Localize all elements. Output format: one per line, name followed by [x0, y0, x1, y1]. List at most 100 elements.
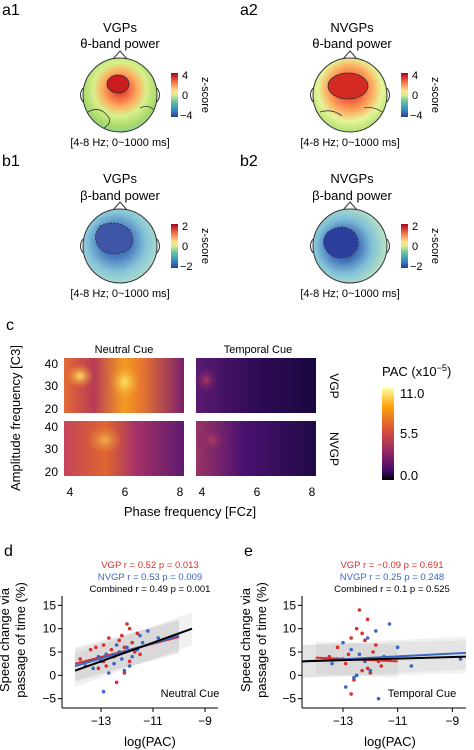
data-point	[395, 645, 400, 650]
colorbar-b1: 2 0 −2 z-score	[171, 221, 211, 273]
colorbar-tick: 4	[412, 70, 418, 82]
panel-letter: a1	[2, 2, 20, 19]
column-title: Neutral Cue	[95, 344, 154, 356]
data-point	[94, 645, 98, 650]
data-point	[138, 633, 142, 638]
heatmap-nvgp-temporal	[196, 421, 316, 476]
panel-d: d Speed change via passage of time (%) V…	[0, 543, 219, 749]
stat-vgp: VGP r = −0.09 p = 0.691	[340, 560, 443, 571]
x-tick-label: −11	[143, 714, 163, 728]
colorbar-label: z-score	[429, 228, 441, 264]
y-axis-label: passage of time (%)	[254, 582, 269, 698]
x-tick: 6	[122, 485, 129, 499]
topomap-head	[80, 201, 160, 284]
data-point	[101, 689, 106, 694]
data-point	[335, 645, 340, 650]
y-axis-label: Speed change via	[0, 587, 12, 692]
colorbar-tick: 0	[182, 241, 188, 253]
x-tick-label: −9	[445, 714, 459, 728]
data-point	[374, 643, 378, 647]
data-point	[349, 647, 354, 652]
data-point	[130, 654, 134, 659]
pac-colorbar: PAC (x10−5) 11.0 5.5 0.0	[382, 363, 451, 483]
heatmap-vgp-temporal	[194, 358, 316, 413]
data-point	[379, 664, 384, 668]
panel-b2: b2 NVGPs β-band power [4-8 Hz; 0~1000 ms…	[240, 153, 400, 300]
colorbar-label: z-score	[199, 77, 211, 113]
x-tick-label: −9	[198, 714, 212, 728]
panel-subtitle: β-band power	[312, 188, 392, 203]
inset-label: Temporal Cue	[388, 688, 456, 700]
topomap-head	[310, 201, 390, 284]
panel-letter: b1	[2, 153, 20, 170]
data-point	[127, 626, 132, 631]
data-point	[371, 650, 375, 654]
stat-combined: Combined r = 0.1 p = 0.525	[334, 584, 450, 595]
data-point	[360, 631, 364, 636]
x-tick-label: −13	[333, 714, 354, 728]
data-point	[346, 652, 351, 657]
colorbar-tick: 2	[412, 221, 418, 233]
stat-combined: Combined r = 0.49 p = 0.001	[90, 584, 211, 595]
panel-title: VGPs	[103, 171, 137, 186]
panel-letter: d	[4, 543, 13, 560]
data-point	[458, 657, 463, 661]
y-tick-label: 10	[43, 622, 57, 636]
colorbar-tick: 0	[182, 90, 188, 102]
y-tick-label: 15	[283, 598, 297, 612]
colorbar-tick: 0	[412, 241, 418, 253]
row-title: VGP	[327, 373, 341, 398]
panel-letter: a2	[240, 2, 258, 19]
scatter-plot-d: 15 10 5 0 −5 −13 −11 −9	[42, 596, 218, 728]
x-tick: 4	[67, 485, 74, 499]
colorbar-tick: 0	[412, 90, 418, 102]
data-point	[130, 640, 134, 645]
y-axis-label: passage of time (%)	[13, 582, 28, 698]
data-point	[91, 666, 95, 671]
data-point	[120, 633, 124, 638]
colorbar-tick: 11.0	[400, 386, 424, 401]
panel-subtitle: θ-band power	[80, 36, 160, 51]
colorbar-tick: 4	[182, 70, 188, 82]
colorbar-label: z-score	[429, 77, 441, 113]
heatmap-vgp-neutral	[64, 358, 184, 413]
heatmap-nvgp-neutral	[64, 421, 184, 476]
data-point	[133, 650, 137, 654]
y-tick-label: 0	[49, 668, 56, 682]
scatter-plot-e: 15 10 5 0 −5 −13 −11 −9	[282, 596, 467, 728]
stat-nvgp: NVGP r = 0.53 p = 0.009	[98, 572, 202, 583]
data-point	[96, 666, 101, 671]
colorbar-label: z-score	[199, 228, 211, 264]
y-tick: 30	[45, 379, 59, 393]
colorbar-tick: 2	[182, 221, 188, 233]
data-point	[114, 643, 119, 647]
x-tick: 6	[254, 485, 261, 499]
data-point	[343, 685, 348, 689]
fit-line	[74, 627, 193, 672]
data-point	[354, 673, 359, 678]
data-point	[368, 668, 373, 673]
y-tick-label: −5	[282, 692, 296, 706]
data-point	[349, 692, 354, 696]
topomap-head	[310, 50, 390, 133]
data-point	[101, 643, 106, 647]
y-tick: 20	[45, 402, 59, 416]
x-tick: 8	[177, 485, 184, 499]
data-point	[120, 657, 124, 661]
data-point	[376, 696, 381, 701]
data-point	[357, 608, 362, 612]
y-tick: 40	[45, 420, 59, 434]
data-point	[117, 638, 121, 643]
x-axis-label: log(PAC)	[124, 734, 176, 749]
data-point	[363, 638, 367, 643]
data-point	[122, 668, 127, 673]
data-point	[341, 640, 345, 645]
data-point	[125, 645, 129, 650]
panel-subtitle: θ-band power	[312, 36, 392, 51]
data-point	[125, 622, 129, 626]
x-axis-label: log(PAC)	[364, 734, 416, 749]
data-point	[107, 671, 111, 675]
y-tick: 30	[45, 442, 59, 456]
stat-vgp: VGP r = 0.52 p = 0.013	[101, 560, 199, 571]
data-point	[343, 661, 348, 666]
